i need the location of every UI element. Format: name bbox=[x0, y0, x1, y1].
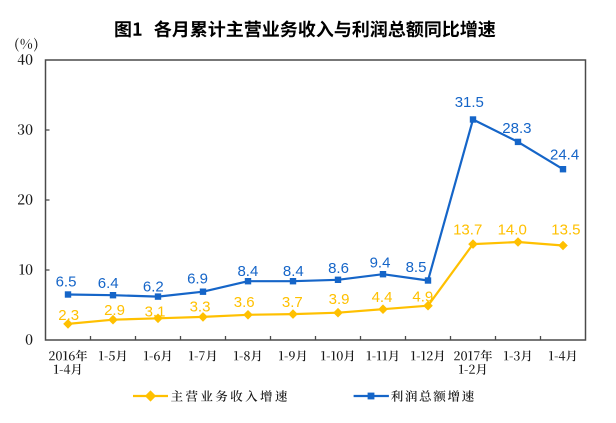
svg-text:9.4: 9.4 bbox=[370, 255, 391, 272]
svg-text:24.4: 24.4 bbox=[550, 147, 579, 164]
svg-text:3.1: 3.1 bbox=[145, 304, 166, 321]
svg-text:8.6: 8.6 bbox=[328, 260, 349, 277]
svg-text:13.5: 13.5 bbox=[551, 222, 580, 239]
svg-text:4.9: 4.9 bbox=[412, 289, 433, 306]
svg-text:13.7: 13.7 bbox=[453, 222, 482, 239]
svg-text:3.7: 3.7 bbox=[282, 294, 303, 311]
svg-text:6.2: 6.2 bbox=[143, 279, 164, 296]
svg-text:31.5: 31.5 bbox=[455, 94, 484, 111]
svg-text:6.5: 6.5 bbox=[56, 274, 77, 291]
svg-text:6.9: 6.9 bbox=[187, 271, 208, 288]
svg-text:2.9: 2.9 bbox=[104, 302, 125, 319]
svg-text:3.6: 3.6 bbox=[234, 294, 255, 311]
svg-text:2.3: 2.3 bbox=[58, 307, 79, 324]
svg-text:3.3: 3.3 bbox=[190, 299, 211, 316]
svg-text:14.0: 14.0 bbox=[498, 222, 527, 239]
svg-text:4.4: 4.4 bbox=[372, 289, 393, 306]
svg-text:8.5: 8.5 bbox=[406, 259, 427, 276]
svg-text:28.3: 28.3 bbox=[502, 120, 531, 137]
svg-text:8.4: 8.4 bbox=[237, 263, 258, 280]
svg-text:3.9: 3.9 bbox=[329, 291, 350, 308]
svg-text:8.4: 8.4 bbox=[283, 263, 304, 280]
svg-text:6.4: 6.4 bbox=[98, 275, 119, 292]
